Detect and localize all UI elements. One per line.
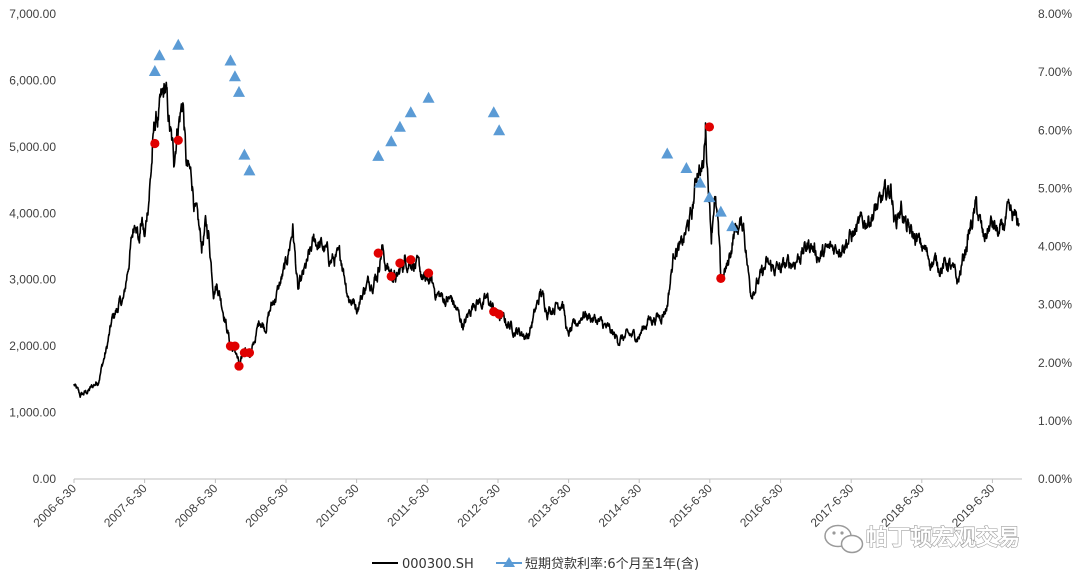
- right-y-tick-label: 0.00%: [1038, 472, 1072, 486]
- rate-triangle-marker: [694, 176, 707, 188]
- rate-triangle-marker: [228, 70, 241, 82]
- rate-change-dot: [423, 268, 434, 278]
- rate-triangle-marker: [493, 124, 506, 136]
- left-y-tick-label: 5,000.00: [9, 140, 56, 154]
- legend-item-rate: 短期贷款利率:6个月至1年(含): [525, 556, 699, 572]
- watermark: 帕丁顿宏观交易: [824, 524, 1021, 554]
- rate-triangle-marker: [680, 162, 693, 174]
- left-y-tick-label: 7,000.00: [9, 7, 56, 21]
- left-y-tick-label: 1,000.00: [9, 406, 56, 420]
- left-y-tick-label: 0.00: [33, 472, 57, 486]
- left-y-tick-label: 2,000.00: [9, 339, 56, 353]
- highlight-dot-layer: [150, 122, 726, 371]
- right-y-tick-label: 6.00%: [1038, 123, 1072, 137]
- right-y-tick-label: 8.00%: [1038, 7, 1072, 21]
- x-tick-label: 2015-6-30: [666, 481, 715, 530]
- x-tick-label: 2007-6-30: [101, 481, 150, 530]
- watermark-text: 帕丁顿宏观交易: [866, 525, 1020, 551]
- rate-change-dot: [704, 122, 715, 132]
- rate-change-dot: [150, 138, 160, 149]
- rate-change-dot: [244, 348, 255, 358]
- axes: 0.00 1,000.00 2,000.00 3,000.00 4,000.00 5,00…: [9, 7, 1072, 530]
- left-y-tick-label: 3,000.00: [9, 273, 56, 287]
- rate-triangle-marker: [372, 149, 385, 161]
- rate-triangle-marker: [714, 205, 727, 217]
- x-tick-label: 2009-6-30: [243, 481, 292, 530]
- x-tick-label: 2008-6-30: [172, 481, 221, 530]
- rate-triangle-marker: [487, 106, 500, 118]
- rate-triangle-marker: [726, 220, 739, 232]
- rate-triangle-marker: [393, 120, 406, 132]
- rate-triangle-marker: [232, 85, 245, 97]
- rate-triangle-marker: [404, 106, 417, 118]
- x-tick-label: 2016-6-30: [737, 481, 786, 530]
- rate-triangle-marker: [148, 64, 161, 76]
- rate-change-dot: [173, 135, 183, 145]
- index-line-layer: [73, 81, 1020, 398]
- rate-change-dot: [386, 271, 396, 281]
- x-tick-label: 2014-6-30: [596, 481, 645, 530]
- x-tick-label: 2012-6-30: [455, 481, 504, 530]
- rate-change-dot: [716, 273, 726, 283]
- x-tick-label: 2018-6-30: [878, 481, 927, 530]
- rate-change-dot: [395, 258, 405, 268]
- rate-triangle-marker: [238, 148, 251, 160]
- x-tick-label: 2013-6-30: [525, 481, 574, 530]
- right-y-tick-label: 5.00%: [1038, 181, 1072, 195]
- rate-change-dot: [230, 341, 240, 351]
- rate-triangle-marker: [243, 164, 256, 176]
- legend-triangle-icon: [503, 557, 515, 567]
- x-tick-label: 2017-6-30: [808, 481, 857, 530]
- right-y-tick-label: 1.00%: [1038, 414, 1072, 428]
- right-y-tick-label: 3.00%: [1038, 298, 1072, 312]
- index-line-000300: [73, 81, 1020, 398]
- rate-triangle-marker: [703, 191, 716, 203]
- rate-triangle-marker: [661, 147, 674, 159]
- left-y-tick-label: 6,000.00: [9, 73, 56, 87]
- right-y-tick-label: 4.00%: [1038, 240, 1072, 254]
- right-y-tick-label: 7.00%: [1038, 65, 1072, 79]
- x-tick-label: 2011-6-30: [384, 481, 432, 529]
- wechat-icon: [824, 524, 864, 554]
- rate-triangle-marker: [385, 135, 398, 147]
- rate-change-dot: [234, 361, 244, 371]
- rate-marker-layer: [148, 38, 739, 232]
- legend: 000300.SH 短期贷款利率:6个月至1年(含): [372, 556, 699, 572]
- rate-change-dot: [373, 248, 383, 258]
- rate-triangle-marker: [422, 91, 435, 103]
- x-tick-label: 2010-6-30: [313, 481, 362, 530]
- rate-triangle-marker: [153, 49, 166, 61]
- rate-change-dot: [406, 255, 416, 265]
- rate-triangle-marker: [172, 38, 185, 50]
- x-tick-label: 2006-6-30: [31, 481, 80, 530]
- rate-change-dot: [494, 309, 504, 319]
- rate-triangle-marker: [224, 54, 237, 66]
- x-tick-label: 2019-6-30: [949, 481, 998, 530]
- legend-item-index: 000300.SH: [402, 557, 474, 572]
- right-y-tick-label: 2.00%: [1038, 356, 1072, 370]
- left-y-tick-label: 4,000.00: [9, 206, 56, 220]
